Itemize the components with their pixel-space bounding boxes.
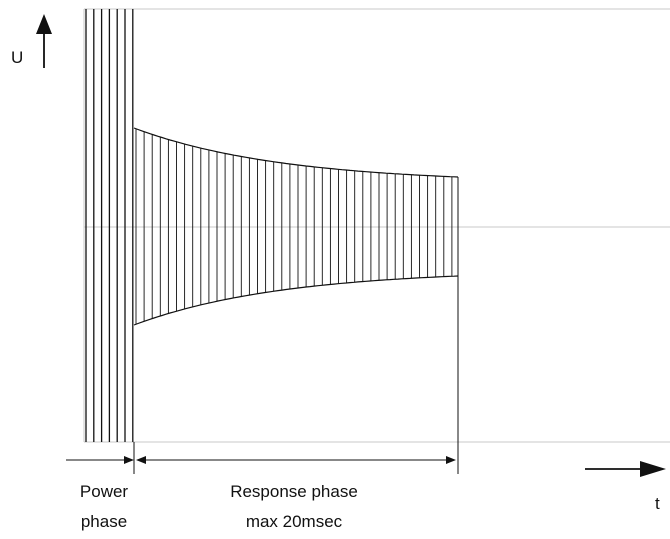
- x-axis-label: t: [655, 494, 660, 513]
- y-axis-label: U: [11, 48, 23, 67]
- frame: [83, 8, 670, 443]
- power-phase-band: [85, 9, 134, 442]
- response-phase-envelope: [133, 127, 459, 442]
- response-phase-label-line2: max 20msec: [246, 512, 343, 531]
- power-phase-label-line1: Power: [80, 482, 129, 501]
- envelope-top: [133, 127, 459, 178]
- power-phase-label-line2: phase: [81, 512, 127, 531]
- response-phase-label-line1: Response phase: [230, 482, 358, 501]
- envelope-bottom: [133, 275, 459, 326]
- phase-dimension-lines: [66, 442, 459, 474]
- y-axis-arrow: [36, 14, 52, 68]
- x-axis-arrow: [585, 461, 666, 477]
